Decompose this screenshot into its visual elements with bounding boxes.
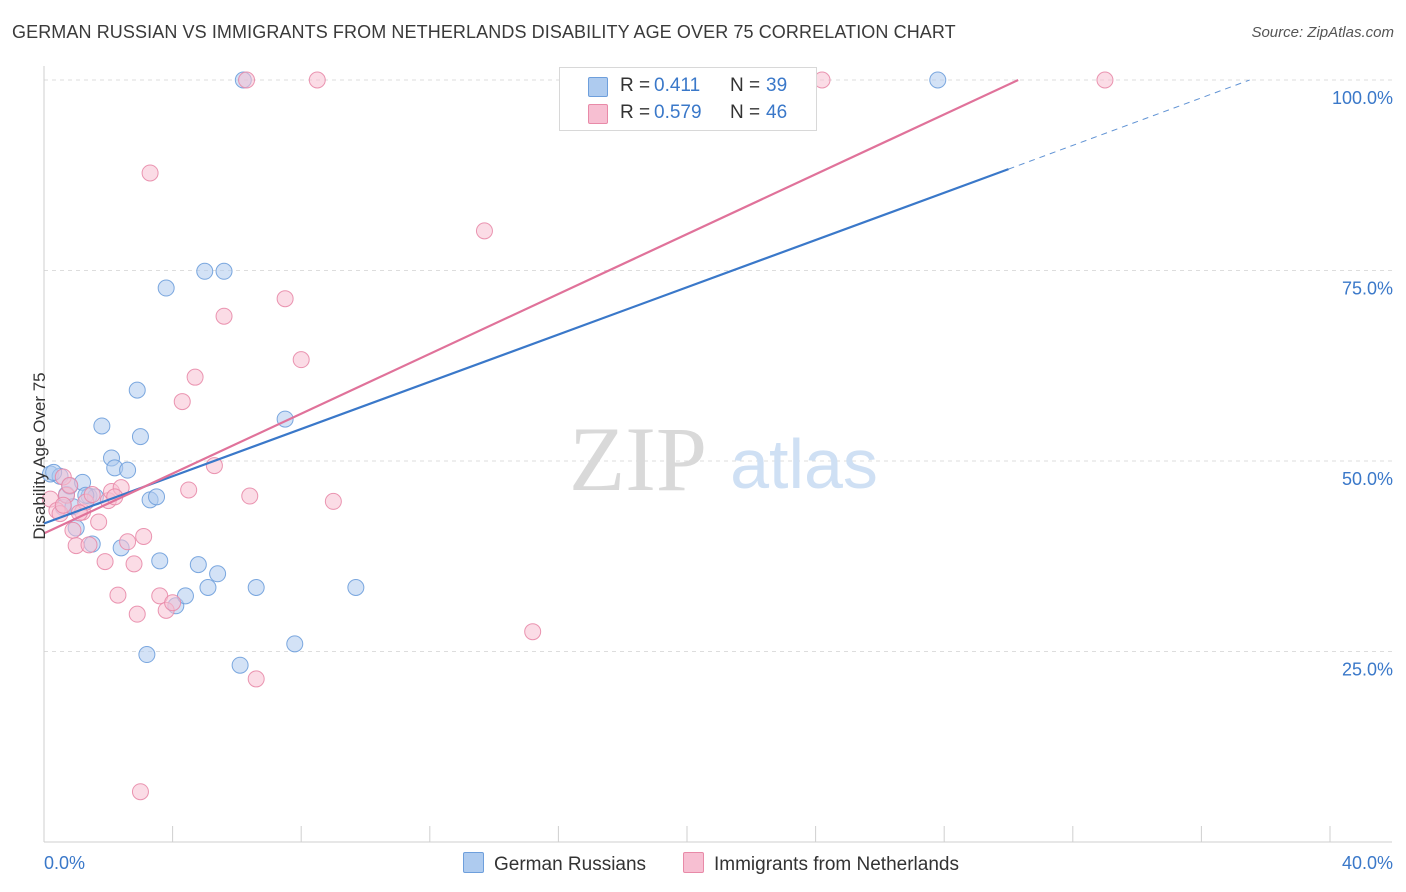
- trend-line-dashed-blue: [1008, 79, 1250, 170]
- point-german-russians: [131, 428, 149, 446]
- point-german-russians: [157, 279, 175, 297]
- point-immigrants-netherlands: [64, 521, 82, 539]
- watermark: ZIP atlas: [569, 408, 878, 510]
- stats-legend: R = 0.411 N = 39 R = 0.579 N = 46: [559, 67, 817, 131]
- point-immigrants-netherlands: [324, 492, 342, 510]
- point-immigrants-netherlands: [96, 553, 114, 571]
- point-immigrants-netherlands: [276, 290, 294, 308]
- legend-item-immigrants-netherlands[interactable]: Immigrants from Netherlands: [683, 852, 959, 876]
- point-german-russians: [196, 262, 214, 280]
- r-label: R =: [620, 75, 651, 96]
- n-label: N =: [730, 102, 761, 123]
- point-german-russians: [199, 578, 217, 596]
- point-immigrants-netherlands: [308, 71, 326, 89]
- n-label: N =: [730, 75, 761, 96]
- point-immigrants-netherlands: [141, 164, 159, 182]
- y-tick-label: 25.0%: [1342, 660, 1393, 680]
- tick-labels: 25.0% 50.0% 75.0% 100.0% 0.0% 40.0%: [44, 88, 1393, 873]
- r-value: 0.411: [654, 75, 701, 96]
- point-immigrants-netherlands: [215, 307, 233, 325]
- point-immigrants-netherlands: [292, 351, 310, 369]
- axes: [43, 66, 1392, 843]
- point-german-russians: [929, 71, 947, 89]
- point-immigrants-netherlands: [164, 594, 182, 612]
- point-german-russians: [189, 556, 207, 574]
- r-value: 0.579: [654, 102, 702, 123]
- scatter-points: [41, 71, 1114, 801]
- legend-swatch-pink: [683, 852, 704, 873]
- legend-label: Immigrants from Netherlands: [714, 854, 959, 875]
- chart-title: GERMAN RUSSIAN VS IMMIGRANTS FROM NETHER…: [12, 22, 956, 42]
- legend-swatch-pink: [588, 104, 608, 124]
- trend-lines: [43, 79, 1250, 535]
- point-immigrants-netherlands: [119, 533, 137, 551]
- point-immigrants-netherlands: [186, 368, 204, 386]
- point-german-russians: [215, 262, 233, 280]
- r-label: R =: [620, 102, 651, 123]
- point-immigrants-netherlands: [80, 536, 98, 554]
- point-immigrants-netherlands: [61, 476, 79, 494]
- point-immigrants-netherlands: [125, 555, 143, 573]
- legend-swatch-blue: [463, 852, 484, 873]
- y-tick-label: 50.0%: [1342, 469, 1393, 489]
- y-axis-label: Disability Age Over 75: [30, 372, 49, 540]
- point-immigrants-netherlands: [83, 486, 101, 504]
- point-immigrants-netherlands: [247, 670, 265, 688]
- gridlines: [44, 79, 1392, 652]
- watermark-atlas: atlas: [730, 425, 878, 503]
- point-german-russians: [148, 488, 166, 506]
- point-german-russians: [286, 635, 304, 653]
- y-tick-label: 75.0%: [1342, 279, 1393, 299]
- point-immigrants-netherlands: [238, 71, 256, 89]
- point-immigrants-netherlands: [524, 623, 542, 641]
- point-german-russians: [231, 656, 249, 674]
- watermark-zip: ZIP: [569, 408, 707, 510]
- point-immigrants-netherlands: [135, 527, 153, 545]
- point-immigrants-netherlands: [54, 496, 72, 514]
- trend-line-blue: [43, 168, 1009, 525]
- point-german-russians: [128, 381, 146, 399]
- point-immigrants-netherlands: [241, 487, 259, 505]
- y-tick-label: 100.0%: [1332, 88, 1393, 108]
- trend-line-pink: [43, 79, 1019, 535]
- point-immigrants-netherlands: [109, 586, 127, 604]
- point-german-russians: [93, 417, 111, 435]
- point-immigrants-netherlands: [475, 222, 493, 240]
- x-tick-label: 0.0%: [44, 853, 85, 873]
- n-value: 46: [766, 102, 788, 123]
- point-immigrants-netherlands: [128, 605, 146, 623]
- x-tick-label: 40.0%: [1342, 853, 1393, 873]
- point-german-russians: [209, 565, 227, 583]
- point-immigrants-netherlands: [90, 513, 108, 531]
- point-german-russians: [119, 461, 137, 479]
- point-immigrants-netherlands: [180, 481, 198, 499]
- source-label: Source: ZipAtlas.com: [1251, 24, 1394, 41]
- point-german-russians: [347, 578, 365, 596]
- n-value: 39: [766, 75, 788, 96]
- legend-item-german-russians[interactable]: German Russians: [463, 852, 646, 876]
- legend-swatch-blue: [588, 77, 608, 97]
- point-immigrants-netherlands: [131, 783, 149, 801]
- point-immigrants-netherlands: [173, 393, 191, 411]
- point-german-russians: [138, 646, 156, 664]
- point-german-russians: [151, 552, 169, 570]
- point-german-russians: [247, 578, 265, 596]
- point-immigrants-netherlands: [1096, 71, 1114, 89]
- legend-label: German Russians: [494, 854, 647, 875]
